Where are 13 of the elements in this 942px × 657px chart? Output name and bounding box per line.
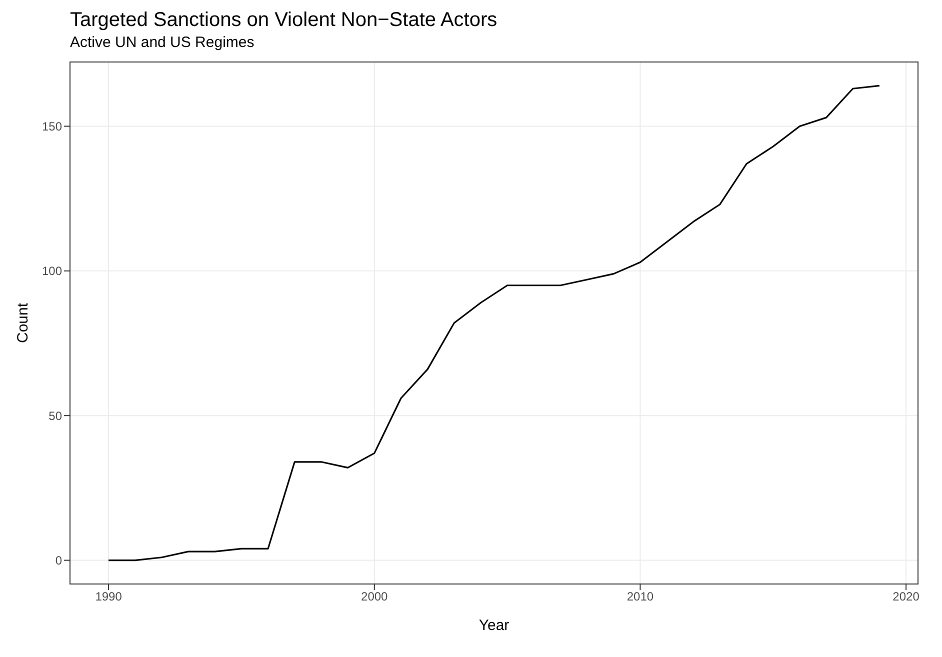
chart-title: Targeted Sanctions on Violent Non−State Actors	[69, 8, 498, 32]
x-tick-label: 2020	[892, 590, 920, 604]
y-tick-label: 150	[42, 119, 62, 134]
x-axis-title: Year	[478, 617, 510, 634]
y-tick-label: 0	[55, 554, 62, 568]
line-series	[108, 84, 880, 562]
y-tick-label: 100	[42, 264, 62, 278]
chart-subtitle: Active UN and US Regimes	[69, 33, 256, 53]
x-tick-label: 2000	[361, 590, 388, 604]
y-axis-title: Count	[14, 302, 32, 344]
x-tick-label: 2010	[626, 590, 654, 604]
y-tick-label: 50	[48, 408, 62, 423]
x-tick-label: 1990	[95, 590, 122, 604]
